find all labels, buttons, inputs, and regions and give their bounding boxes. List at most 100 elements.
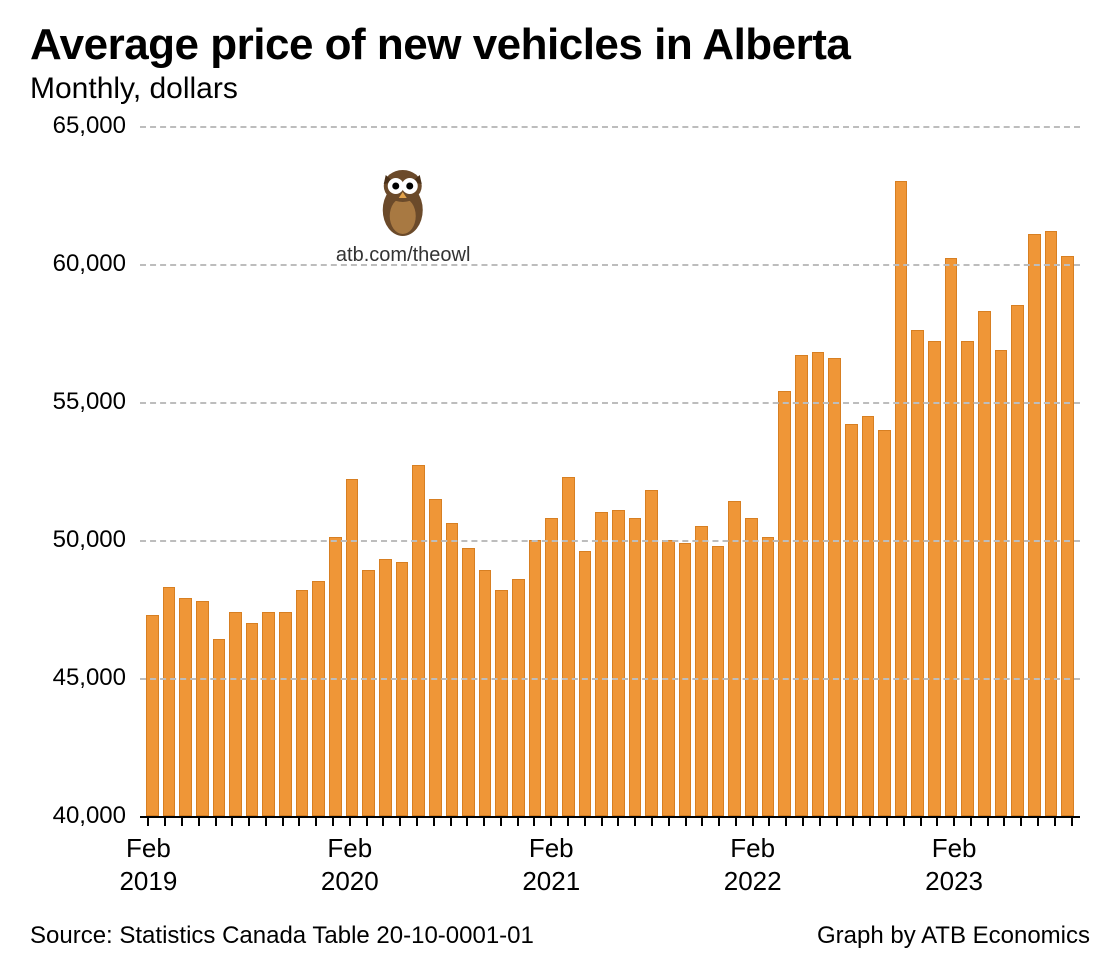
bar (545, 518, 558, 816)
x-tick (936, 816, 938, 826)
grid-line (140, 126, 1080, 128)
bar (728, 501, 741, 816)
x-tick (836, 816, 838, 826)
x-tick (1054, 816, 1056, 826)
x-tick (701, 816, 703, 826)
x-tick (601, 816, 603, 826)
x-tick (903, 816, 905, 826)
x-tick (768, 816, 770, 826)
plot-area: atb.com/theowl 40,00045,00050,00055,0006… (140, 126, 1080, 818)
bar (462, 548, 475, 816)
x-tick (634, 816, 636, 826)
chart-title: Average price of new vehicles in Alberta (30, 20, 1090, 70)
chart-container: Average price of new vehicles in Alberta… (0, 0, 1120, 976)
bar (579, 551, 592, 816)
x-tick (651, 816, 653, 826)
x-tick (533, 816, 535, 826)
credit-text: Graph by ATB Economics (817, 922, 1090, 950)
x-tick (500, 816, 502, 826)
bar (945, 258, 958, 816)
x-tick (483, 816, 485, 826)
x-axis-label: Feb2019 (119, 832, 177, 897)
x-tick (987, 816, 989, 826)
bar (629, 518, 642, 816)
bar (995, 350, 1008, 816)
x-tick (685, 816, 687, 826)
bar (595, 512, 608, 816)
bar (213, 639, 226, 816)
x-tick (550, 816, 552, 826)
bar (928, 341, 941, 816)
watermark: atb.com/theowl (336, 166, 471, 267)
bar (262, 612, 275, 816)
x-tick (802, 816, 804, 826)
bar (512, 579, 525, 816)
bar (961, 341, 974, 816)
x-tick (869, 816, 871, 826)
x-tick (466, 816, 468, 826)
x-tick (920, 816, 922, 826)
x-tick (382, 816, 384, 826)
y-axis-label: 65,000 (53, 112, 140, 140)
x-axis-label: Feb2022 (724, 832, 782, 897)
y-axis-label: 60,000 (53, 250, 140, 278)
bar (778, 391, 791, 816)
y-axis-label: 40,000 (53, 802, 140, 830)
x-tick (1020, 816, 1022, 826)
x-tick (349, 816, 351, 826)
grid-line (140, 402, 1080, 404)
x-tick (198, 816, 200, 826)
x-tick (785, 816, 787, 826)
grid-line (140, 678, 1080, 680)
bars-group (140, 126, 1080, 816)
bar (246, 623, 259, 816)
bar (1061, 256, 1074, 816)
bar (146, 615, 159, 816)
x-tick (819, 816, 821, 826)
grid-line (140, 540, 1080, 542)
x-tick (517, 816, 519, 826)
bar (845, 424, 858, 816)
x-labels: Feb2019Feb2020Feb2021Feb2022Feb2023 (140, 832, 1080, 912)
bar (1045, 231, 1058, 816)
bar (812, 352, 825, 816)
x-tick (852, 816, 854, 826)
x-tick (970, 816, 972, 826)
bar (745, 518, 758, 816)
x-tick (399, 816, 401, 826)
bar (196, 601, 209, 816)
x-tick (617, 816, 619, 826)
bar (412, 465, 425, 816)
x-tick (298, 816, 300, 826)
x-tick (584, 816, 586, 826)
x-tick (752, 816, 754, 826)
bar (446, 523, 459, 816)
bar (495, 590, 508, 816)
bar (1011, 305, 1024, 816)
watermark-text: atb.com/theowl (336, 244, 471, 266)
bar (895, 181, 908, 816)
x-tick (366, 816, 368, 826)
bar (312, 581, 325, 816)
bar (229, 612, 242, 816)
grid-line (140, 264, 1080, 266)
bar (1028, 234, 1041, 816)
bar (695, 526, 708, 816)
bar (379, 559, 392, 816)
x-axis-label: Feb2021 (522, 832, 580, 897)
bar (562, 477, 575, 816)
bar (828, 358, 841, 816)
bar (762, 537, 775, 816)
x-tick (265, 816, 267, 826)
bar (346, 479, 359, 816)
x-tick (147, 816, 149, 826)
x-tick (718, 816, 720, 826)
x-tick (248, 816, 250, 826)
bar (878, 430, 891, 816)
bar (163, 587, 176, 816)
x-tick (953, 816, 955, 826)
bar (612, 510, 625, 816)
bar (712, 546, 725, 816)
x-tick (433, 816, 435, 826)
footer: Source: Statistics Canada Table 20-10-00… (30, 922, 1090, 950)
